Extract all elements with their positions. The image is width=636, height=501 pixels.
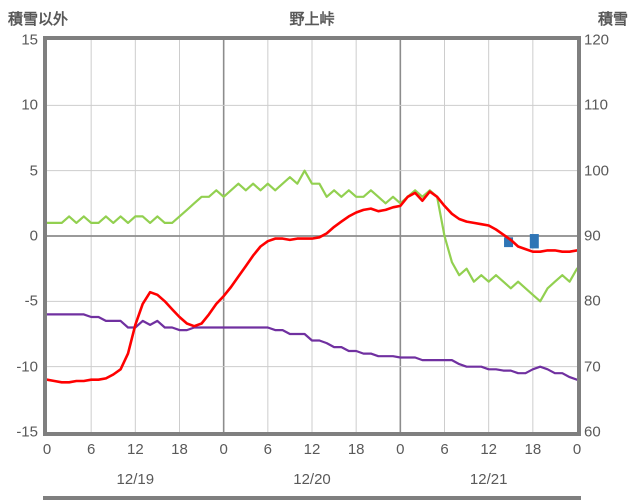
x-axis-tick-label: 12: [303, 441, 321, 458]
x-axis-tick-label: 18: [524, 441, 542, 458]
right-axis-tick-label: 120: [584, 31, 610, 49]
x-axis-tick-label: 0: [396, 441, 405, 458]
right-axis-tick-label: 70: [584, 358, 601, 376]
red-line: [47, 190, 577, 384]
left-axis-tick-label: -15: [16, 423, 38, 441]
right-axis-tick-label: 110: [584, 96, 608, 114]
x-axis-tick-label: 0: [219, 441, 228, 458]
plot-svg: [47, 40, 577, 432]
left-axis-tick-label: -10: [16, 358, 38, 376]
date-label: 12/21: [469, 471, 508, 488]
date-label: 12/19: [116, 471, 155, 488]
right-axis-tick-label: 80: [584, 292, 601, 310]
left-axis-tick-label: 15: [21, 31, 38, 49]
precip-bar: [529, 234, 539, 249]
chart-title: 野上峠: [289, 11, 335, 28]
left-axis-tick-label: 0: [29, 227, 38, 245]
bottom-divider: [43, 496, 581, 500]
x-axis-tick-label: 12: [480, 441, 497, 458]
right-axis-title: 積雪: [597, 11, 628, 28]
left-axis-tick-label: 5: [29, 162, 38, 180]
x-axis-tick-label: 18: [347, 441, 365, 458]
right-axis-tick-label: 60: [584, 423, 601, 441]
left-axis-tick-label: -5: [24, 292, 38, 310]
precip-bar: [504, 237, 514, 248]
x-axis-tick-label: 6: [263, 441, 272, 458]
x-axis-tick-label: 0: [42, 441, 52, 458]
x-axis-tick-label: 6: [440, 441, 449, 458]
left-axis-title: 積雪以外: [8, 11, 69, 28]
x-axis-tick-label: 12: [126, 441, 144, 458]
x-axis-tick-label: 6: [86, 441, 96, 458]
date-label: 12/20: [293, 471, 331, 488]
green-line: [47, 169, 577, 303]
x-axis-tick-label: 0: [572, 441, 582, 458]
right-axis-tick-label: 90: [584, 227, 601, 245]
left-axis-tick-label: 10: [21, 96, 38, 114]
right-axis-tick-label: 100: [584, 162, 610, 180]
plot-area: [43, 36, 581, 436]
x-axis-tick-label: 18: [171, 441, 188, 458]
